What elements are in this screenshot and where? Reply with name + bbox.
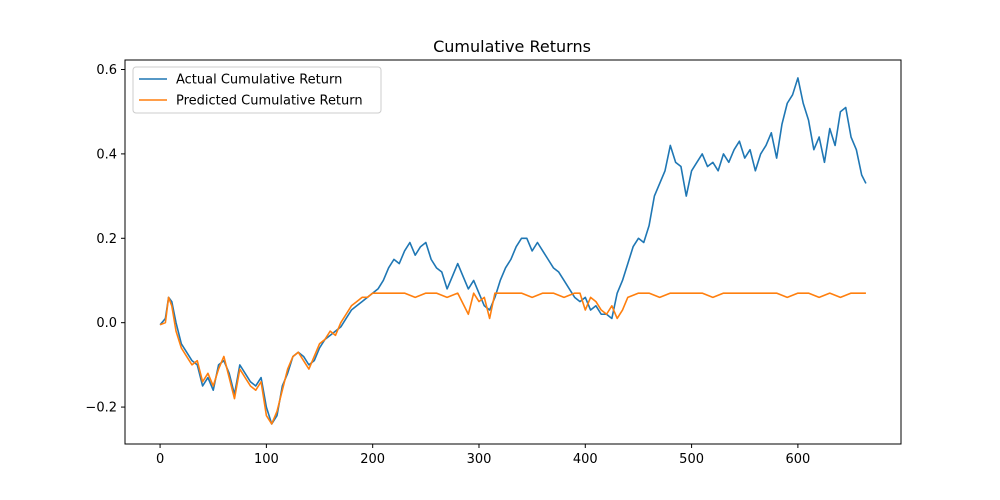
y-tick-label: 0.4 xyxy=(96,147,117,162)
chart-title: Cumulative Returns xyxy=(433,37,591,56)
legend-label-predicted: Predicted Cumulative Return xyxy=(176,94,363,109)
y-tick-label: −0.2 xyxy=(85,401,117,416)
x-tick-label: 300 xyxy=(467,452,492,467)
y-axis: −0.2 0.0 0.2 0.4 0.6 xyxy=(85,63,125,416)
x-tick-label: 200 xyxy=(360,452,385,467)
y-tick-label: 0.2 xyxy=(96,232,117,247)
x-axis: 0 100 200 300 400 500 600 xyxy=(156,444,810,467)
legend-box xyxy=(132,66,382,114)
legend: Actual Cumulative Return Predicted Cumula… xyxy=(132,66,382,114)
x-tick-label: 400 xyxy=(573,452,598,467)
legend-label-actual: Actual Cumulative Return xyxy=(176,73,342,88)
series-line-actual xyxy=(159,77,867,425)
y-tick-label: 0.0 xyxy=(96,316,117,331)
x-tick-label: 100 xyxy=(254,452,279,467)
y-tick-label: 0.6 xyxy=(96,63,117,78)
series-layer xyxy=(159,77,867,425)
x-tick-label: 0 xyxy=(156,452,164,467)
series-line-predicted xyxy=(159,292,866,425)
x-tick-label: 600 xyxy=(785,452,810,467)
x-tick-label: 500 xyxy=(679,452,704,467)
plot-area-frame xyxy=(124,59,902,445)
